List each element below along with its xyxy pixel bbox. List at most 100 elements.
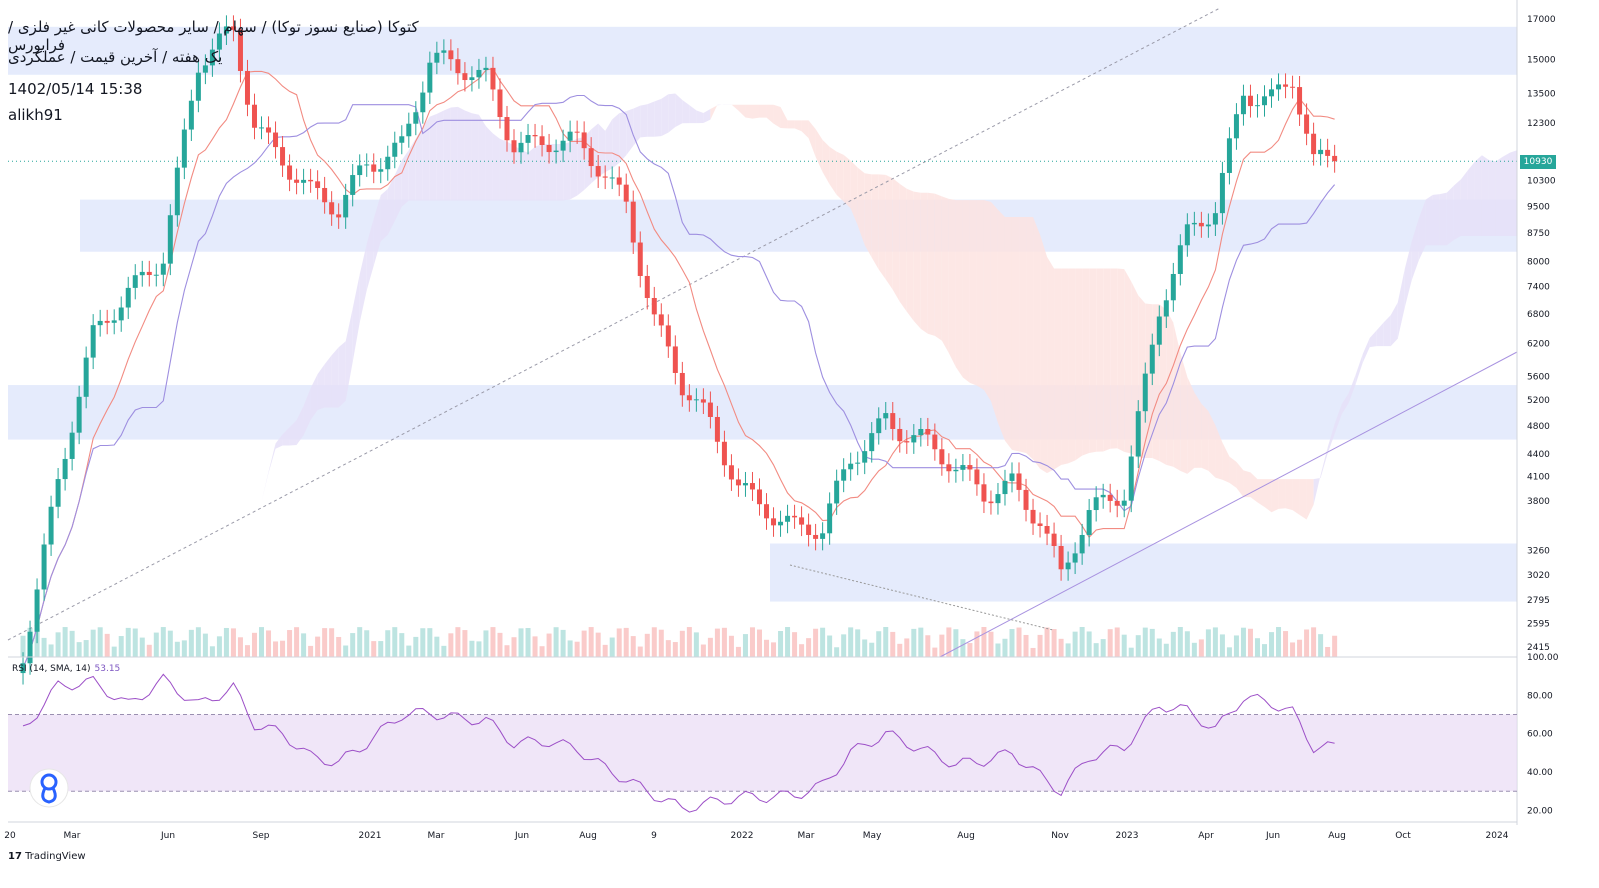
volume-bar — [749, 627, 755, 657]
candle-body — [406, 123, 412, 137]
volume-bar — [167, 630, 173, 657]
volume-bar — [392, 627, 398, 657]
volume-bar — [1332, 635, 1338, 657]
cloud-segment — [563, 142, 571, 201]
volume-bar — [280, 640, 286, 657]
rsi-tick-label: 40.00 — [1527, 768, 1553, 778]
volume-bar — [20, 635, 26, 657]
cloud-segment — [577, 136, 585, 196]
candle-body — [90, 325, 96, 358]
price-tick-label: 13500 — [1527, 89, 1556, 99]
cloud-segment — [885, 174, 893, 290]
cloud-segment — [878, 174, 886, 280]
volume-bar — [90, 629, 96, 657]
volume-bar — [967, 643, 973, 657]
volume-bar — [890, 631, 896, 657]
volume-bar — [693, 632, 699, 657]
candle-body — [637, 242, 643, 276]
volume-bar — [1058, 638, 1064, 657]
time-tick-label: Sep — [253, 831, 270, 841]
volume-bar — [1149, 628, 1155, 657]
cloud-segment — [1124, 269, 1132, 454]
volume-bar — [1072, 631, 1078, 657]
candle-body — [160, 263, 166, 275]
candle-body — [1233, 114, 1239, 139]
candle-body — [560, 140, 566, 151]
cloud-segment — [542, 144, 550, 201]
cloud-segment — [1019, 216, 1027, 453]
cloud-segment — [387, 175, 395, 235]
volume-bar — [434, 636, 440, 657]
volume-bar — [672, 642, 678, 657]
candle-body — [623, 184, 629, 202]
candle-body — [1170, 273, 1176, 301]
cloud-segment — [429, 113, 437, 201]
app-logo-icon[interactable] — [29, 768, 69, 808]
cloud-segment — [1481, 155, 1489, 236]
price-tick-label: 4100 — [1527, 473, 1550, 483]
cloud-segment — [815, 129, 823, 173]
cloud-segment — [976, 200, 984, 390]
volume-bar — [1269, 632, 1275, 657]
candle-body — [792, 515, 798, 518]
candle-body — [525, 135, 531, 143]
volume-bar — [259, 627, 265, 657]
cloud-segment — [1236, 461, 1244, 498]
cloud-segment — [338, 341, 346, 408]
volume-bar — [1254, 638, 1260, 657]
volume-bar — [939, 634, 945, 657]
volume-bar — [1212, 627, 1218, 657]
cloud-segment — [1432, 194, 1440, 246]
cloud-segment — [1250, 472, 1258, 503]
volume-bar — [946, 627, 952, 657]
volume-bar — [266, 630, 272, 657]
cloud-segment — [941, 196, 949, 354]
cloud-segment — [450, 106, 458, 201]
volume-bar — [41, 637, 47, 657]
candle-body — [343, 194, 349, 218]
candle-body — [83, 357, 89, 397]
volume-bar — [406, 645, 412, 657]
time-tick-label: Aug — [579, 831, 597, 841]
volume-bar — [251, 632, 257, 657]
candle-body — [55, 479, 61, 507]
candle-body — [455, 59, 461, 74]
rising-trend-line — [939, 351, 1518, 658]
volume-bar — [1037, 634, 1043, 657]
cloud-segment — [1117, 268, 1125, 452]
cloud-segment — [927, 192, 935, 336]
cloud-segment — [331, 347, 339, 408]
price-tick-label: 6800 — [1527, 310, 1550, 320]
volume-bar — [953, 629, 959, 657]
volume-bar — [862, 639, 868, 657]
cloud-segment — [1257, 479, 1265, 507]
candle-body — [553, 150, 559, 153]
zone-band — [80, 199, 1517, 252]
candle-body — [20, 663, 26, 674]
volume-bar — [707, 637, 713, 657]
time-tick-label: Mar — [798, 831, 815, 841]
volume-bar — [1304, 629, 1310, 657]
candle-body — [1030, 509, 1036, 524]
cloud-segment — [864, 173, 872, 258]
cloud-segment — [661, 94, 669, 137]
volume-bar — [532, 636, 538, 657]
candle-body — [315, 181, 321, 188]
candle-body — [1051, 533, 1057, 547]
cloud-segment — [710, 104, 718, 120]
price-tick-label: 3020 — [1527, 571, 1550, 581]
cloud-segment — [457, 106, 465, 201]
candle-body — [918, 429, 924, 436]
volume-bar — [686, 627, 692, 657]
volume-bar — [995, 643, 1001, 657]
volume-bar — [918, 627, 924, 657]
cloud-segment — [759, 104, 767, 118]
candle-body — [1261, 96, 1267, 106]
candle-body — [434, 52, 440, 63]
cloud-segment — [780, 106, 788, 129]
candle-body — [118, 307, 124, 321]
volume-bar — [756, 629, 762, 657]
candle-body — [1121, 500, 1127, 506]
candle-body — [476, 69, 482, 78]
